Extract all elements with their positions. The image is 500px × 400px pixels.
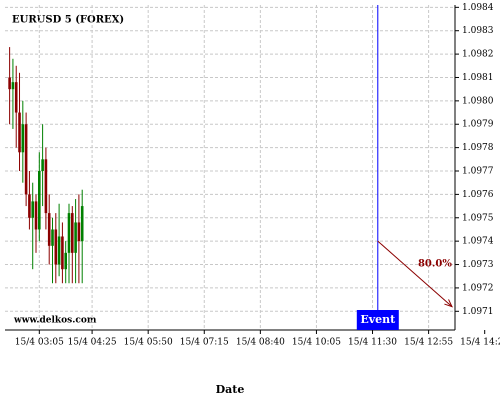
candle-body: [18, 112, 21, 153]
x-tick-label: 15/4 08:40: [236, 338, 285, 348]
arrow-head: [444, 299, 453, 308]
forecast-arrow: [377, 240, 453, 307]
candle-body: [51, 229, 54, 246]
y-tick-label: 1.0976: [462, 190, 494, 200]
candle-body: [34, 201, 38, 230]
x-tick-label: 15/4 07:15: [180, 338, 229, 348]
candle-body: [41, 159, 44, 172]
x-tick-label: 15/4 14:20: [460, 338, 500, 348]
candle-body: [14, 82, 18, 113]
candle-body: [28, 194, 31, 218]
candle-body: [31, 201, 35, 218]
y-tick-label: 1.0981: [462, 73, 494, 83]
candle-body: [44, 159, 48, 214]
forecast-label: 80.0%: [418, 258, 452, 269]
y-tick-label: 1.0980: [462, 96, 494, 106]
x-tick-label: 15/4 04:25: [68, 338, 117, 348]
x-tick-label: 15/4 03:05: [15, 338, 64, 348]
y-tick-label: 1.0979: [462, 120, 494, 130]
y-tick-label: 1.0984: [462, 3, 494, 13]
watermark: www.delkos.com: [13, 316, 97, 326]
x-tick-label: 15/4 12:55: [404, 338, 453, 348]
x-tick-label: 15/4 11:30: [348, 338, 397, 348]
y-tick-label: 1.0972: [462, 283, 494, 293]
y-tick-label: 1.0978: [462, 143, 494, 153]
candle-body: [67, 213, 71, 253]
candle-body: [61, 236, 64, 270]
event-box: [356, 310, 399, 330]
candle-body: [11, 82, 15, 90]
candle-body: [77, 222, 81, 242]
event-label: Event: [360, 313, 396, 326]
candle-body: [8, 77, 11, 90]
candle-body: [80, 206, 84, 242]
y-tick-label: 1.0975: [462, 213, 494, 223]
x-tick-label: 15/4 05:50: [124, 338, 173, 348]
x-tick-label: 15/4 10:05: [292, 338, 341, 348]
candle-body: [64, 252, 68, 270]
candle-body: [24, 124, 28, 195]
x-axis-label: Date: [216, 383, 245, 396]
y-tick-label: 1.0974: [462, 237, 494, 247]
candle-body: [47, 213, 51, 246]
candle-body: [71, 213, 74, 253]
chart-title: EURUSD 5 (FOREX): [12, 15, 124, 26]
y-tick-label: 1.0983: [462, 26, 494, 36]
y-tick-label: 1.0971: [462, 307, 494, 317]
candle-body: [38, 171, 41, 230]
y-tick-label: 1.0973: [462, 260, 494, 270]
y-tick-label: 1.0977: [462, 167, 494, 177]
candle-body: [57, 236, 61, 265]
candle-body: [74, 222, 77, 253]
candle-body: [21, 124, 25, 153]
y-tick-label: 1.0982: [462, 50, 494, 60]
candle-body: [54, 229, 58, 265]
